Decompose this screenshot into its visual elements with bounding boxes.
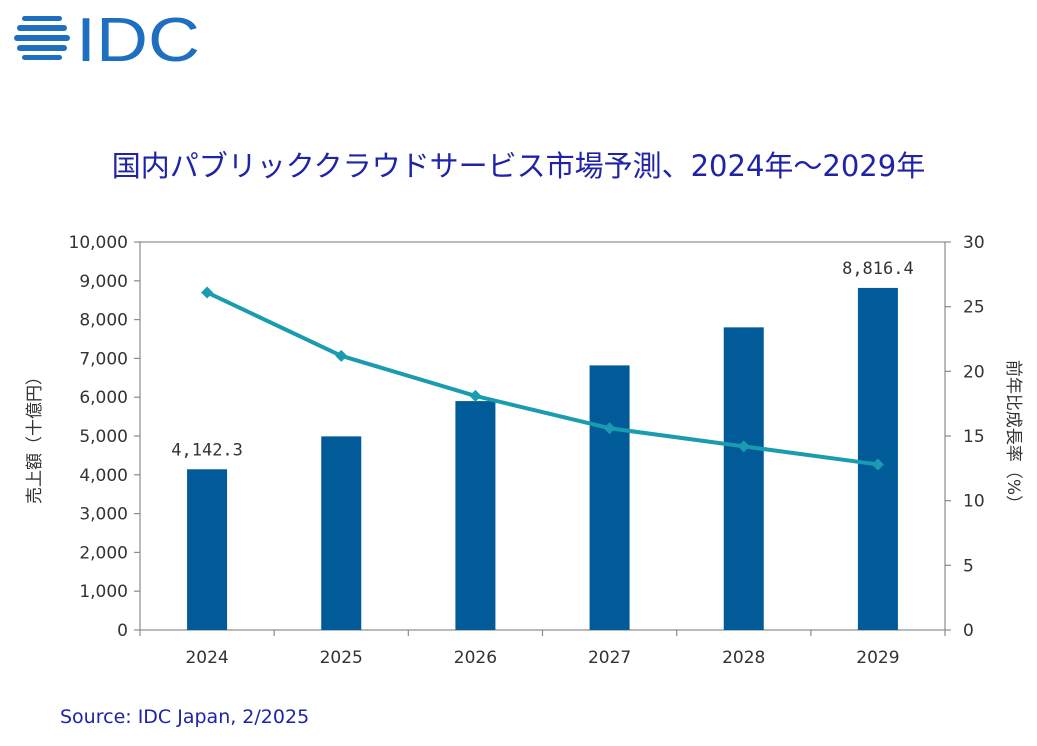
right-axis-ticks: 0 5 10 15 20 25 30 [945, 233, 985, 641]
plot-border [139, 241, 946, 631]
left-tick-label: 4,000 [79, 466, 128, 486]
chart-title: 国内パブリッククラウドサービス市場予測、2024年～2029年 [111, 149, 926, 183]
right-axis-title: 前年比成長率（%） [1003, 360, 1023, 512]
line-point-2028 [737, 440, 750, 453]
right-tick-label: 25 [963, 298, 985, 318]
growth-line [206, 290, 879, 467]
axis-titles: 売上額（十億円） 前年比成長率（%） [25, 360, 1023, 512]
left-tick-label: 3,000 [79, 505, 128, 525]
left-tick-label: 0 [117, 621, 128, 641]
left-tick-label: 6,000 [79, 388, 128, 408]
line-series [201, 286, 884, 471]
x-tick-label: 2025 [320, 648, 363, 668]
left-tick-label: 1,000 [79, 582, 128, 602]
left-tick-label: 2,000 [79, 543, 128, 563]
left-tick-label: 10,000 [69, 233, 128, 253]
right-tick-label: 20 [963, 362, 985, 382]
bar-2026 [455, 401, 496, 630]
right-tick-label: 15 [963, 427, 985, 447]
data-label-2024: 4,142.3 [171, 440, 243, 460]
line-point-2027 [603, 422, 616, 435]
left-tick-label: 5,000 [79, 427, 128, 447]
right-tick-label: 0 [963, 621, 974, 641]
bar-series [187, 287, 898, 630]
right-tick-label: 30 [963, 233, 985, 253]
x-tick-label: 2029 [856, 648, 899, 668]
right-tick-label: 5 [963, 556, 974, 576]
line-point-2025 [335, 349, 348, 362]
left-axis-title: 売上額（十億円） [25, 368, 45, 504]
line-point-2024 [201, 286, 214, 299]
right-tick-label: 10 [963, 492, 985, 512]
bar-2027 [589, 365, 630, 630]
data-label-2029: 8,816.4 [842, 259, 914, 279]
logo-text: IDC [76, 8, 200, 68]
source-note: Source: IDC Japan, 2/2025 [60, 706, 310, 728]
globe-icon [14, 16, 70, 60]
bar-2028 [723, 327, 764, 630]
idc-logo: IDC [14, 8, 200, 68]
line-point-2026 [469, 389, 482, 402]
data-labels: 4,142.3 8,816.4 [171, 259, 913, 460]
line-point-2029 [871, 458, 884, 471]
bar-2024 [187, 469, 228, 630]
left-tick-label: 9,000 [79, 272, 128, 292]
x-tick-label: 2026 [454, 648, 497, 668]
bar-2025 [321, 436, 362, 630]
left-tick-label: 7,000 [79, 349, 128, 369]
x-tick-label: 2024 [185, 648, 228, 668]
x-axis-ticks: 2024 2025 2026 2027 2028 2029 [185, 648, 899, 668]
x-tick-label: 2028 [722, 648, 765, 668]
x-tick-label: 2027 [588, 648, 631, 668]
plot-frame [139, 241, 946, 636]
left-axis-ticks: 0 1,000 2,000 3,000 4,000 5,000 6,000 7,000 8,00… [69, 233, 140, 641]
left-tick-label: 8,000 [79, 311, 128, 331]
